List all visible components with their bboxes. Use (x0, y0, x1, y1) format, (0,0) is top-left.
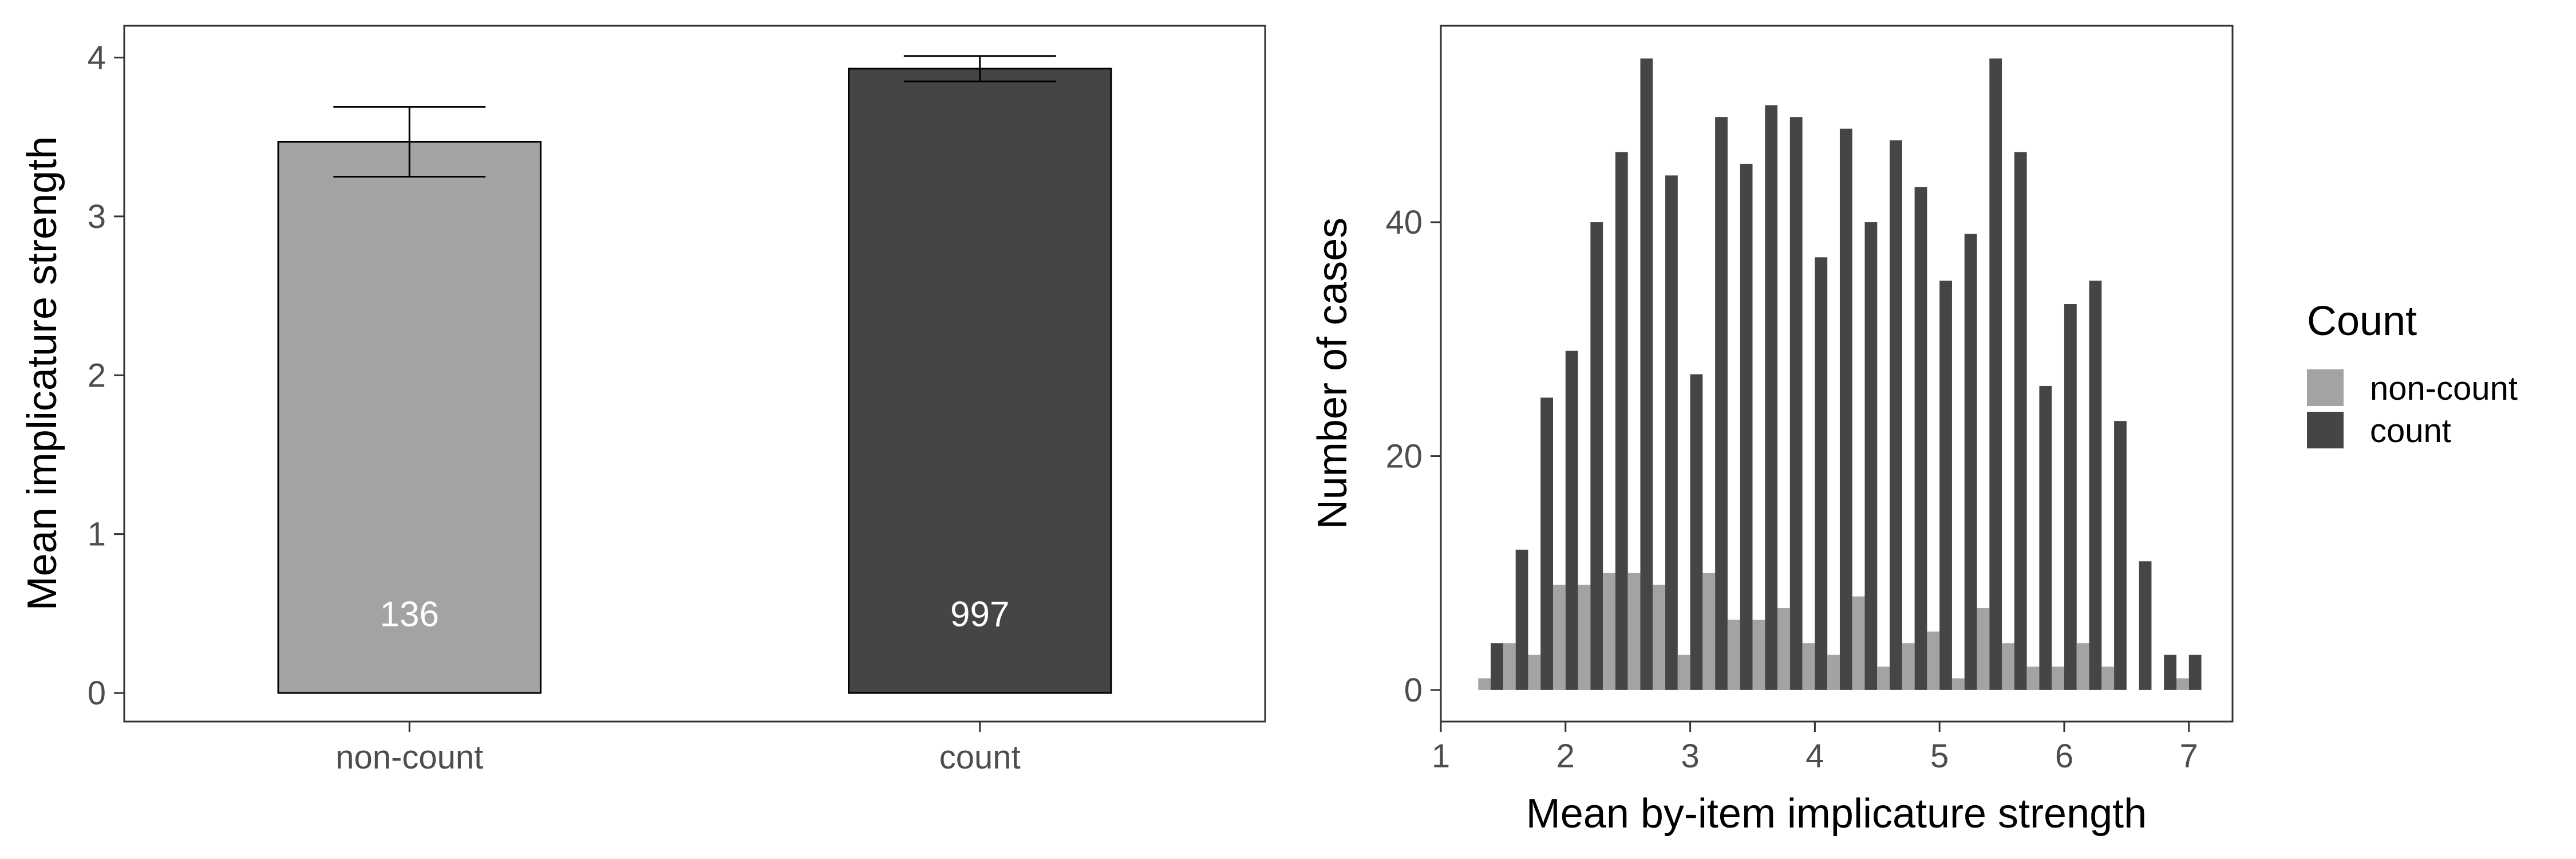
hist-bar-count (1765, 105, 1778, 690)
right-x-tick-label: 2 (1556, 738, 1575, 775)
hist-bar-non-count (1503, 643, 1516, 690)
legend-key-count (2307, 412, 2344, 448)
hist-bar-count (2064, 304, 2077, 690)
right-y-axis-title: Number of cases (1310, 218, 1356, 529)
hist-bar-non-count (1478, 678, 1491, 690)
hist-bar-non-count (1528, 655, 1541, 690)
hist-bar-count (1864, 222, 1878, 690)
left-x-axis: non-count count (335, 722, 1021, 776)
right-x-tick-label: 6 (2055, 738, 2073, 775)
hist-bar-non-count (1777, 608, 1790, 690)
left-y-tick-label: 3 (88, 198, 106, 235)
hist-bar-non-count (1927, 631, 1940, 690)
hist-bar-count (1665, 175, 1678, 690)
legend-key-noncount (2307, 369, 2344, 406)
right-x-axis: 1 2 3 4 5 6 7 (1432, 722, 2198, 775)
hist-bar-non-count (1877, 667, 1890, 690)
left-y-axis: 0 1 2 3 4 (88, 39, 124, 712)
right-y-tick-label: 20 (1385, 438, 1423, 475)
legend-label-noncount: non-count (2370, 370, 2518, 407)
hist-bar-count (1740, 163, 1753, 690)
hist-bar-count (1715, 117, 1728, 690)
hist-bar-count (1914, 187, 1927, 690)
right-histogram: 0 20 40 1 2 3 4 5 6 7 Number of cases Mean by-it… (1310, 25, 2234, 837)
hist-bar-non-count (2176, 678, 2189, 690)
hist-bar-non-count (1827, 655, 1840, 690)
hist-bar-count (1640, 58, 1653, 690)
hist-bar-non-count (2076, 643, 2089, 690)
hist-bar-non-count (1603, 573, 1615, 690)
hist-bar-count (1615, 152, 1628, 690)
legend: Count non-count count (2307, 298, 2518, 450)
error-bar-count (903, 55, 1056, 82)
hist-bar-count (1815, 257, 1828, 690)
right-y-tick-label: 0 (1404, 672, 1423, 709)
hist-bar-count (1890, 140, 1902, 690)
hist-bar-count (1590, 222, 1603, 690)
x-tick-label-count: count (939, 739, 1021, 776)
hist-bar-count (1789, 117, 1803, 690)
left-plot-frame (123, 25, 1266, 723)
hist-bar-count (1939, 281, 1952, 690)
legend-label-count: count (2370, 412, 2451, 450)
hist-bar-count (2039, 385, 2052, 690)
left-y-tick-label: 2 (88, 357, 106, 394)
right-x-tick-label: 4 (1805, 738, 1824, 775)
hist-bar-non-count (2026, 667, 2040, 690)
left-y-tick-label: 0 (88, 675, 106, 712)
right-bars-group (1478, 58, 2202, 690)
hist-bar-count (2164, 655, 2176, 690)
hist-bar-count (1540, 397, 1554, 690)
right-x-tick-label: 1 (1432, 738, 1450, 775)
bar-label-non-count: 136 (380, 594, 439, 634)
hist-bar-non-count (1627, 573, 1641, 690)
hist-bar-count (2014, 152, 2027, 690)
left-y-axis-title: Mean implicature strength (19, 136, 65, 610)
left-y-tick-label: 1 (88, 516, 106, 553)
hist-bar-count (1491, 643, 1503, 690)
hist-bar-non-count (1951, 678, 1965, 690)
hist-bar-count (1515, 549, 1528, 690)
hist-bar-count (2089, 281, 2102, 690)
hist-bar-non-count (1553, 585, 1566, 690)
x-tick-label-non-count: non-count (335, 739, 483, 776)
bar-label-count: 997 (950, 594, 1009, 634)
hist-bar-count (2114, 421, 2127, 690)
legend-title: Count (2307, 298, 2417, 344)
right-y-axis: 0 20 40 (1385, 204, 1441, 709)
right-plot-frame (1440, 25, 2234, 723)
hist-bar-non-count (1802, 643, 1815, 690)
right-x-tick-label: 5 (1930, 738, 1949, 775)
right-x-tick-label: 7 (2180, 738, 2198, 775)
hist-bar-non-count (1752, 620, 1765, 690)
right-x-tick-label: 3 (1681, 738, 1699, 775)
hist-bar-non-count (1677, 655, 1690, 690)
hist-bar-non-count (1727, 620, 1740, 690)
error-bar-non-count (333, 105, 486, 178)
hist-bar-non-count (1653, 585, 1666, 690)
hist-bar-count (1964, 234, 1977, 690)
left-y-tick-label: 4 (88, 39, 106, 76)
hist-bar-count (1690, 374, 1703, 690)
hist-bar-count (1989, 58, 2002, 690)
hist-bar-count (1839, 128, 1852, 690)
left-bar-chart: 136 997 0 1 2 3 4 non-count count Mean implica… (19, 25, 1266, 776)
hist-bar-non-count (1977, 608, 1990, 690)
hist-bar-count (1565, 350, 1578, 690)
left-bars-group: 136 997 (277, 55, 1112, 694)
hist-bar-non-count (1578, 585, 1591, 690)
hist-bar-count (2188, 655, 2202, 690)
right-x-axis-title: Mean by-item implicature strength (1526, 791, 2147, 837)
hist-bar-non-count (1902, 643, 1915, 690)
hist-bar-count (2139, 561, 2152, 690)
hist-bar-non-count (2052, 667, 2064, 690)
hist-bar-non-count (1852, 596, 1865, 690)
hist-bar-non-count (2101, 667, 2115, 690)
right-y-tick-label: 40 (1385, 204, 1423, 241)
hist-bar-non-count (1702, 573, 1716, 690)
hist-bar-non-count (2002, 643, 2014, 690)
